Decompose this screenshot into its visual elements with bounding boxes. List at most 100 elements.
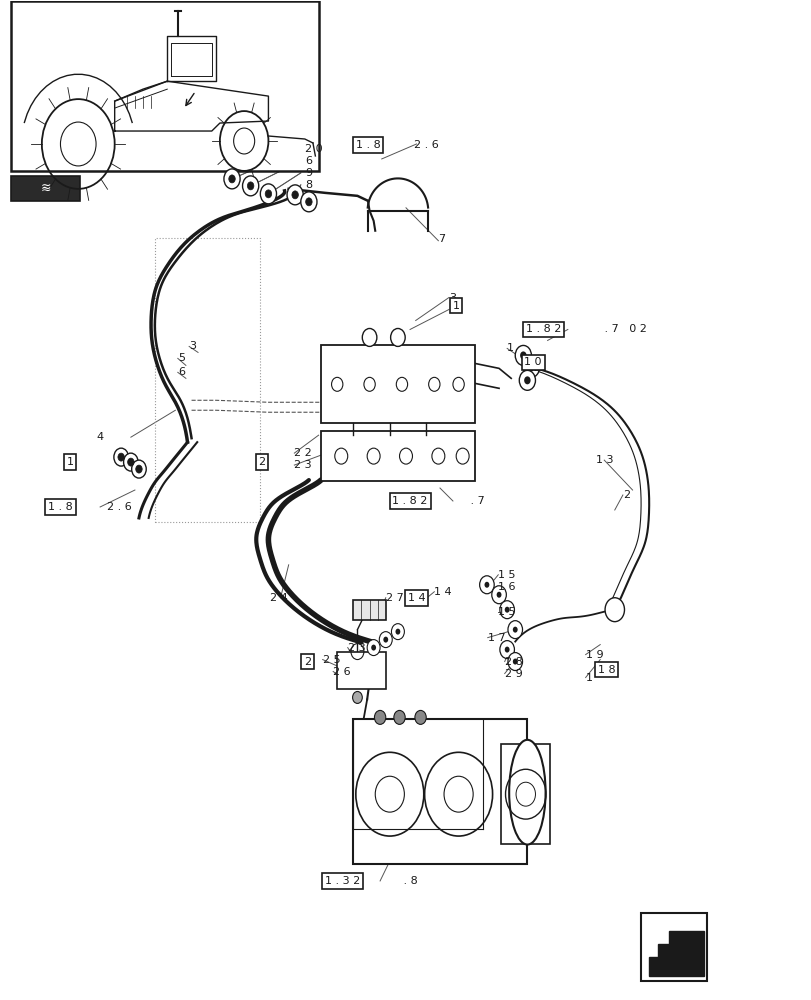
Text: 2: 2 bbox=[258, 457, 265, 467]
Bar bbox=[353, 600, 385, 620]
Text: 1 . 3 2: 1 . 3 2 bbox=[325, 876, 360, 886]
Text: 2 5: 2 5 bbox=[322, 655, 340, 665]
Circle shape bbox=[606, 600, 622, 620]
Circle shape bbox=[391, 624, 404, 640]
Text: 2 7: 2 7 bbox=[385, 593, 403, 603]
Bar bbox=[11, 176, 79, 201]
Circle shape bbox=[135, 465, 142, 473]
Circle shape bbox=[479, 576, 494, 594]
Text: 2 9: 2 9 bbox=[504, 669, 521, 679]
Text: . 7: . 7 bbox=[466, 496, 484, 506]
Text: 2 2: 2 2 bbox=[294, 448, 311, 458]
Circle shape bbox=[484, 582, 489, 588]
Circle shape bbox=[367, 640, 380, 656]
Circle shape bbox=[118, 453, 124, 461]
Circle shape bbox=[390, 328, 405, 346]
Bar bbox=[320, 345, 474, 423]
Circle shape bbox=[393, 710, 405, 724]
Text: 1 7: 1 7 bbox=[487, 633, 504, 643]
Circle shape bbox=[265, 190, 272, 198]
Circle shape bbox=[604, 598, 624, 622]
Circle shape bbox=[527, 363, 534, 371]
Circle shape bbox=[523, 357, 539, 377]
Circle shape bbox=[114, 448, 128, 466]
Text: 1 . 8: 1 . 8 bbox=[48, 502, 73, 512]
Text: 1 6: 1 6 bbox=[498, 582, 515, 592]
Text: ≋: ≋ bbox=[41, 182, 50, 195]
Text: 3: 3 bbox=[448, 293, 455, 303]
Circle shape bbox=[500, 641, 514, 659]
Circle shape bbox=[127, 458, 134, 466]
Circle shape bbox=[242, 176, 259, 196]
Circle shape bbox=[508, 621, 522, 639]
Circle shape bbox=[260, 184, 277, 204]
Text: 2 8: 2 8 bbox=[504, 657, 521, 667]
Bar bbox=[640, 913, 706, 981]
Text: 7: 7 bbox=[438, 234, 445, 244]
Circle shape bbox=[519, 370, 534, 390]
Text: 8: 8 bbox=[304, 180, 311, 190]
Text: 1: 1 bbox=[507, 343, 513, 353]
Circle shape bbox=[504, 607, 509, 613]
Text: 2: 2 bbox=[303, 657, 311, 667]
Circle shape bbox=[224, 169, 240, 189]
Text: 2 0: 2 0 bbox=[304, 144, 322, 154]
Circle shape bbox=[520, 351, 526, 359]
Bar bbox=[320, 431, 474, 481]
Circle shape bbox=[291, 191, 298, 199]
Ellipse shape bbox=[508, 740, 545, 845]
Circle shape bbox=[504, 647, 509, 653]
Circle shape bbox=[524, 376, 530, 384]
Text: 1 . 8 2: 1 . 8 2 bbox=[526, 324, 560, 334]
Bar bbox=[155, 238, 260, 522]
Text: 4: 4 bbox=[97, 432, 104, 442]
Text: 3: 3 bbox=[189, 341, 196, 351]
Text: 2 . 6: 2 . 6 bbox=[414, 140, 439, 150]
Circle shape bbox=[383, 637, 388, 643]
Text: 6: 6 bbox=[178, 367, 185, 377]
Circle shape bbox=[362, 328, 376, 346]
Text: 1 . 8: 1 . 8 bbox=[355, 140, 380, 150]
Bar bbox=[501, 744, 549, 844]
Text: 1 . 8 2: 1 . 8 2 bbox=[392, 496, 427, 506]
Text: 1: 1 bbox=[67, 457, 74, 467]
Text: 1 4: 1 4 bbox=[434, 587, 452, 597]
Circle shape bbox=[352, 691, 362, 703]
Circle shape bbox=[513, 627, 517, 633]
Text: 1 0: 1 0 bbox=[524, 357, 541, 367]
Circle shape bbox=[229, 175, 235, 183]
Circle shape bbox=[371, 645, 375, 651]
Text: 1 2: 1 2 bbox=[522, 363, 539, 373]
Bar bbox=[337, 652, 385, 689]
Circle shape bbox=[508, 653, 522, 671]
Text: 2: 2 bbox=[448, 305, 456, 315]
Text: 2 6: 2 6 bbox=[333, 667, 350, 677]
Circle shape bbox=[123, 453, 138, 471]
Text: 2: 2 bbox=[622, 490, 629, 500]
Text: . 7   0 2: . 7 0 2 bbox=[600, 324, 646, 334]
Text: 5: 5 bbox=[178, 353, 185, 363]
Text: 1 5: 1 5 bbox=[498, 607, 515, 617]
Circle shape bbox=[414, 710, 426, 724]
Text: . 8: . 8 bbox=[400, 876, 417, 886]
Text: 1 9: 1 9 bbox=[585, 650, 603, 660]
Text: 1 3: 1 3 bbox=[595, 455, 613, 465]
Circle shape bbox=[300, 192, 316, 212]
Bar bbox=[11, 1, 318, 171]
Text: 1 4: 1 4 bbox=[407, 593, 425, 603]
Polygon shape bbox=[648, 931, 703, 976]
Text: 2 3: 2 3 bbox=[294, 460, 311, 470]
Text: 2 . 6: 2 . 6 bbox=[107, 502, 131, 512]
Text: 1 5: 1 5 bbox=[498, 570, 515, 580]
Circle shape bbox=[491, 586, 506, 604]
Text: 1: 1 bbox=[585, 673, 592, 683]
Text: 9: 9 bbox=[304, 168, 311, 178]
Circle shape bbox=[496, 592, 501, 598]
Circle shape bbox=[515, 345, 530, 365]
Circle shape bbox=[305, 198, 311, 206]
Circle shape bbox=[287, 185, 303, 205]
Text: 2 3: 2 3 bbox=[347, 643, 365, 653]
Circle shape bbox=[513, 659, 517, 665]
Circle shape bbox=[395, 629, 400, 635]
Text: 1: 1 bbox=[452, 301, 459, 311]
